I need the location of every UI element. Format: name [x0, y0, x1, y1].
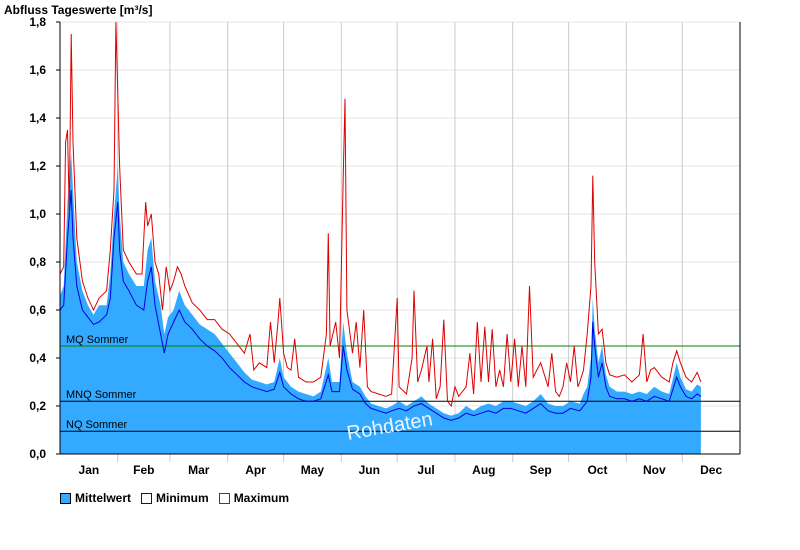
y-tick-label: 0,0	[29, 447, 46, 461]
x-tick-label: Nov	[643, 463, 666, 477]
x-tick-label: Jan	[79, 463, 100, 477]
x-tick-label: Apr	[245, 463, 266, 477]
legend-swatch-maximum	[218, 492, 230, 504]
x-tick-label: Dec	[700, 463, 722, 477]
legend-swatch-minimum	[141, 492, 153, 504]
series-minimum-line	[59, 189, 702, 421]
reference-line-label: MQ Sommer	[66, 334, 129, 346]
legend-item-maximum: Maximum	[218, 491, 290, 505]
y-tick-label: 0,2	[29, 399, 46, 413]
x-tick-label: Jul	[417, 463, 434, 477]
series-maximum-line	[59, 21, 702, 408]
y-tick-label: 0,6	[29, 303, 46, 317]
x-tick-label: Aug	[472, 463, 495, 477]
axes: 0,0 0,2 0,4 0,6 0,8 1,0 1,2 1,4 1,6 1,8 Jan Feb Mar A…	[29, 15, 741, 477]
reference-line-label: NQ Sommer	[66, 419, 127, 431]
x-tick-label: Feb	[133, 463, 154, 477]
x-tick-label: Oct	[587, 463, 607, 477]
chart-title: Abfluss Tageswerte [m³/s]	[4, 3, 152, 17]
y-tick-label: 1,6	[29, 63, 46, 77]
legend-item-minimum: Minimum	[141, 491, 209, 505]
x-tick-label: Mar	[188, 463, 210, 477]
legend-label-minimum: Minimum	[156, 491, 209, 505]
y-tick-label: 0,4	[29, 351, 46, 365]
legend-label-maximum: Maximum	[233, 491, 290, 505]
x-tick-label: Jun	[359, 463, 380, 477]
y-tick-label: 1,8	[29, 15, 46, 29]
y-tick-label: 1,4	[29, 111, 46, 125]
reference-line-label: MNQ Sommer	[66, 389, 137, 401]
legend-swatch-mittelwert	[60, 492, 71, 504]
legend-label-mittelwert: Mittelwert	[75, 491, 132, 505]
series-mittelwert-area	[60, 154, 701, 454]
y-tick-label: 0,8	[29, 255, 46, 269]
legend-item-mittelwert: Mittelwert	[60, 491, 131, 505]
x-tick-label: Sep	[530, 463, 552, 477]
y-tick-label: 1,2	[29, 159, 46, 173]
y-tick-label: 1,0	[29, 207, 46, 221]
legend: Mittelwert Minimum Maximum	[60, 489, 299, 507]
x-tick-label: May	[301, 463, 325, 477]
